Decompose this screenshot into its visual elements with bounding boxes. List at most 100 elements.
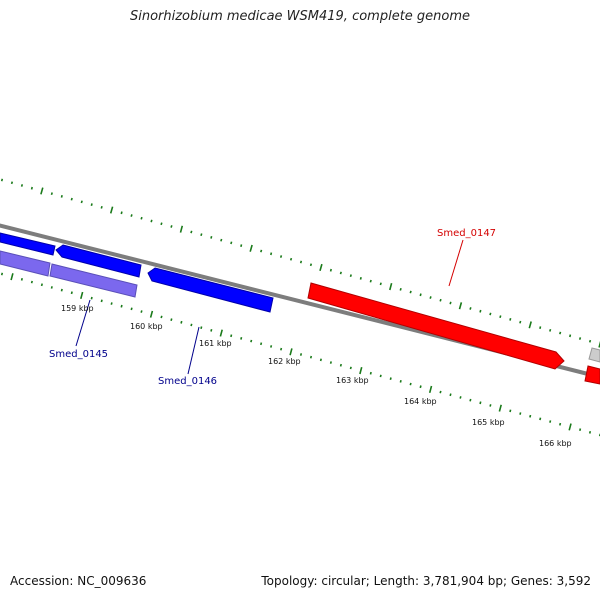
leader-line-smed-0145 — [75, 299, 91, 347]
outer-tick-minor — [230, 241, 233, 245]
outer-tick-minor — [20, 184, 24, 187]
inner-tick-minor — [170, 318, 173, 322]
inner-tick-minor — [389, 377, 392, 381]
inner-tick-minor — [329, 361, 332, 364]
outer-tick-minor — [210, 236, 213, 239]
outer-tick-minor — [489, 312, 492, 316]
accession-text: Accession: NC_009636 — [10, 574, 147, 588]
outer-tick-minor — [569, 334, 572, 338]
outer-tick-minor — [289, 257, 293, 261]
outer-tick-major — [319, 263, 323, 272]
outer-tick-minor — [0, 178, 4, 182]
inner-tick-major — [568, 423, 572, 431]
outer-tick-minor — [160, 222, 163, 226]
outer-tick-major — [179, 225, 184, 233]
inner-tick-minor — [250, 339, 253, 343]
inner-tick-minor — [459, 396, 462, 399]
inner-tick-minor — [339, 363, 342, 367]
gene-arrow-reverse[interactable] — [0, 232, 56, 256]
outer-tick-minor — [220, 238, 223, 242]
inner-tick-minor — [20, 277, 23, 281]
inner-tick-minor — [399, 379, 402, 383]
outer-tick-ring — [0, 178, 600, 348]
outer-tick-minor — [50, 192, 53, 196]
inner-tick-minor — [449, 393, 452, 397]
inner-tick-minor — [210, 328, 213, 332]
outer-tick-minor — [409, 290, 412, 294]
scale-label: 163 kbp — [336, 376, 369, 385]
outer-tick-minor — [519, 320, 522, 324]
inner-tick-minor — [319, 358, 322, 362]
inner-tick-minor — [90, 296, 93, 300]
inner-tick-minor — [0, 272, 4, 276]
inner-tick-minor — [280, 347, 283, 351]
inner-tick-minor — [299, 353, 303, 356]
outer-tick-major — [598, 340, 600, 348]
outer-tick-minor — [309, 263, 313, 267]
gene-label-smed-0145[interactable]: Smed_0145 — [49, 349, 108, 360]
inner-tick-minor — [50, 286, 53, 289]
scale-label: 159 kbp — [61, 304, 94, 313]
inner-tick-minor — [130, 307, 133, 311]
outer-tick-minor — [260, 249, 263, 253]
outer-tick-major — [109, 206, 114, 214]
outer-tick-minor — [329, 268, 332, 272]
gene-arrow-smed-0147[interactable] — [307, 282, 565, 370]
outer-tick-minor — [240, 244, 243, 247]
inner-tick-minor — [439, 390, 442, 394]
inner-tick-major — [428, 385, 433, 394]
inner-tick-major — [359, 366, 363, 375]
outer-tick-minor — [100, 205, 103, 209]
inner-tick-minor — [110, 302, 113, 305]
outer-tick-minor — [80, 200, 83, 204]
outer-tick-major — [458, 302, 463, 310]
inner-tick-major — [498, 404, 502, 412]
outer-tick-minor — [499, 315, 502, 319]
outer-tick-minor — [419, 293, 422, 297]
inner-tick-minor — [230, 334, 233, 338]
outer-tick-minor — [70, 197, 73, 201]
gene-arrow-smed-0146[interactable] — [147, 267, 274, 313]
outer-tick-minor — [349, 274, 352, 278]
outer-tick-minor — [90, 203, 93, 206]
inner-tick-minor — [559, 422, 562, 426]
inner-tick-minor — [519, 412, 522, 415]
gene-arrow-partial-grey[interactable] — [588, 347, 600, 363]
gene-label-smed-0146[interactable]: Smed_0146 — [158, 376, 217, 387]
inner-tick-minor — [309, 355, 313, 359]
gene-arrow-partial-red[interactable] — [584, 365, 600, 385]
inner-tick-major — [289, 348, 293, 356]
outer-tick-major — [249, 244, 253, 252]
rna-feature[interactable] — [49, 263, 138, 298]
gene-label-smed-0147[interactable]: Smed_0147 — [437, 228, 496, 239]
inner-tick-minor — [200, 326, 203, 330]
inner-tick-minor — [40, 283, 43, 287]
outer-tick-minor — [190, 230, 193, 234]
leader-line-smed-0147 — [448, 239, 464, 287]
outer-tick-minor — [449, 301, 452, 305]
inner-tick-minor — [240, 337, 243, 340]
outer-tick-minor — [299, 260, 303, 264]
inner-tick-minor — [479, 401, 482, 405]
outer-tick-minor — [479, 309, 482, 313]
inner-tick-minor — [140, 310, 143, 313]
inner-tick-minor — [160, 315, 163, 319]
outer-tick-minor — [120, 211, 123, 215]
inner-tick-minor — [419, 385, 422, 389]
outer-tick-minor — [359, 277, 362, 280]
outer-tick-major — [528, 321, 532, 329]
inner-tick-minor — [120, 304, 123, 308]
outer-tick-minor — [369, 279, 372, 283]
outer-tick-minor — [30, 186, 33, 190]
inner-tick-major — [149, 310, 154, 318]
outer-tick-minor — [140, 216, 143, 220]
inner-tick-minor — [409, 382, 412, 386]
inner-tick-minor — [549, 420, 552, 423]
inner-tick-minor — [100, 299, 103, 303]
gene-arrow-smed-0145[interactable] — [55, 244, 142, 278]
leader-line-smed-0146 — [187, 326, 200, 375]
rna-feature[interactable] — [0, 250, 51, 277]
inner-tick-minor — [509, 409, 512, 413]
outer-tick-minor — [429, 296, 432, 299]
scale-label: 164 kbp — [404, 397, 437, 406]
